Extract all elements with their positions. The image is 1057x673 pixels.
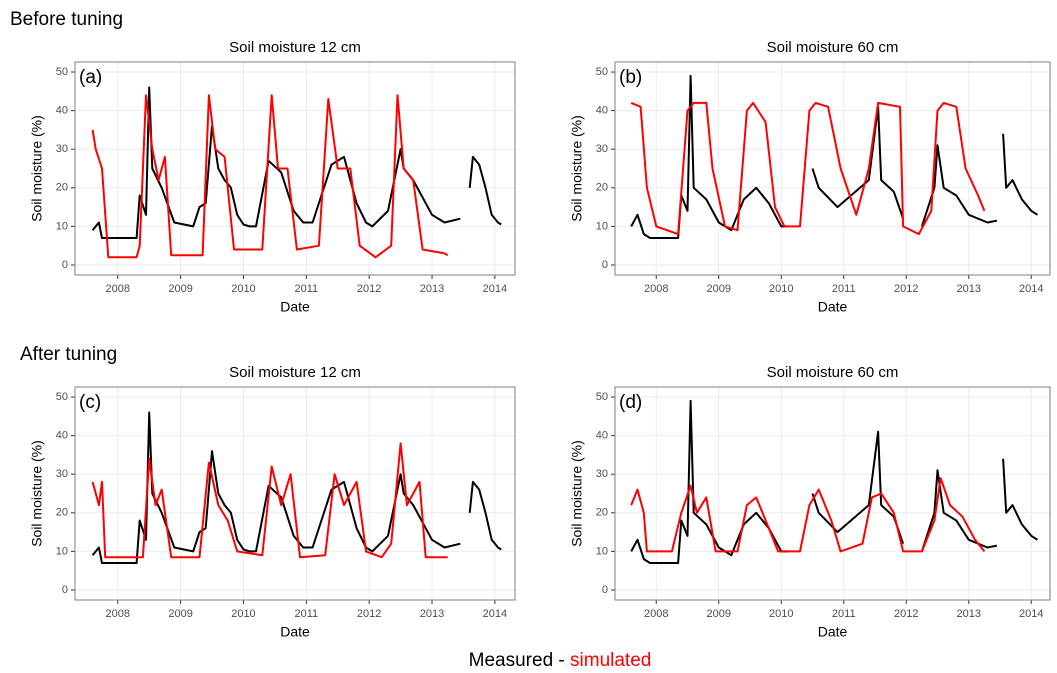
- x-tick-label: 2010: [769, 283, 793, 295]
- plot-background: [615, 62, 1050, 275]
- y-tick-label: 50: [596, 391, 608, 403]
- chart-title: Soil moisture 60 cm: [767, 364, 899, 381]
- y-tick-label: 0: [62, 259, 68, 271]
- x-tick-label: 2013: [420, 283, 444, 295]
- x-tick-label: 2009: [707, 283, 731, 295]
- x-tick-label: 2011: [832, 283, 856, 295]
- y-axis-label: Soil moisture (%): [29, 440, 45, 547]
- y-tick-label: 50: [56, 391, 68, 403]
- x-tick-label: 2008: [644, 608, 668, 620]
- panel-label: (b): [619, 67, 642, 88]
- panel-label: (c): [79, 392, 101, 413]
- y-tick-label: 40: [596, 430, 608, 442]
- x-axis-label: Date: [818, 299, 848, 315]
- y-tick-label: 30: [596, 468, 608, 480]
- x-tick-label: 2013: [957, 283, 981, 295]
- plot-border: [614, 386, 1051, 601]
- section-heading: Before tuning: [10, 9, 123, 30]
- series-line: [91, 442, 448, 559]
- x-tick-label: 2008: [106, 283, 130, 295]
- legend-entry: simulated: [570, 650, 651, 671]
- x-tick-label: 2012: [894, 608, 918, 620]
- legend: Measured - simulated: [469, 650, 652, 671]
- y-tick-label: 40: [56, 430, 68, 442]
- panel-label: (d): [619, 392, 642, 413]
- x-tick-label: 2014: [1019, 283, 1043, 295]
- series-line: [630, 101, 986, 236]
- plot-border: [614, 61, 1051, 276]
- y-tick-label: 20: [596, 182, 608, 194]
- x-tick-label: 2011: [294, 283, 318, 295]
- legend-separator: -: [558, 650, 564, 671]
- x-tick-label: 2013: [957, 608, 981, 620]
- x-tick-label: 2014: [1019, 608, 1043, 620]
- plot-background: [75, 62, 515, 275]
- y-tick-label: 50: [596, 66, 608, 78]
- x-tick-label: 2008: [106, 608, 130, 620]
- chart-title: Soil moisture 60 cm: [767, 39, 899, 56]
- x-tick-label: 2008: [644, 283, 668, 295]
- x-axis-label: Date: [280, 624, 310, 640]
- x-tick-label: 2012: [357, 608, 381, 620]
- x-tick-label: 2010: [231, 608, 255, 620]
- y-tick-label: 30: [56, 468, 68, 480]
- x-tick-label: 2011: [294, 608, 318, 620]
- y-tick-label: 30: [56, 143, 68, 155]
- y-tick-label: 20: [56, 507, 68, 519]
- y-tick-label: 10: [596, 545, 608, 557]
- plot-border: [74, 61, 516, 276]
- y-axis-label: Soil moisture (%): [569, 440, 585, 547]
- plot-background: [615, 387, 1050, 600]
- y-tick-label: 10: [56, 220, 68, 232]
- chart-title: Soil moisture 12 cm: [229, 39, 361, 56]
- x-tick-label: 2014: [483, 608, 507, 620]
- y-axis-label: Soil moisture (%): [29, 115, 45, 222]
- x-axis-label: Date: [818, 624, 848, 640]
- plot-background: [75, 387, 515, 600]
- y-tick-label: 20: [596, 507, 608, 519]
- x-tick-label: 2012: [357, 283, 381, 295]
- y-tick-label: 40: [56, 105, 68, 117]
- x-tick-label: 2009: [707, 608, 731, 620]
- plot-border: [74, 386, 516, 601]
- series-line: [91, 94, 449, 259]
- panel-label: (a): [79, 67, 102, 88]
- series-line: [630, 477, 986, 553]
- x-tick-label: 2010: [769, 608, 793, 620]
- y-axis-label: Soil moisture (%): [569, 115, 585, 222]
- x-tick-label: 2011: [832, 608, 856, 620]
- y-tick-label: 30: [596, 143, 608, 155]
- y-tick-label: 10: [56, 545, 68, 557]
- y-tick-label: 10: [596, 220, 608, 232]
- y-tick-label: 20: [56, 182, 68, 194]
- x-tick-label: 2010: [231, 283, 255, 295]
- y-tick-label: 0: [602, 259, 608, 271]
- x-tick-label: 2009: [168, 283, 192, 295]
- x-tick-label: 2009: [168, 608, 192, 620]
- x-tick-label: 2014: [483, 283, 507, 295]
- y-tick-label: 0: [62, 584, 68, 596]
- x-tick-label: 2012: [894, 283, 918, 295]
- y-tick-label: 0: [602, 584, 608, 596]
- section-heading: After tuning: [20, 344, 117, 365]
- x-tick-label: 2013: [420, 608, 444, 620]
- y-tick-label: 40: [596, 105, 608, 117]
- y-tick-label: 50: [56, 66, 68, 78]
- chart-title: Soil moisture 12 cm: [229, 364, 361, 381]
- x-axis-label: Date: [280, 299, 310, 315]
- legend-entry: Measured: [469, 650, 554, 671]
